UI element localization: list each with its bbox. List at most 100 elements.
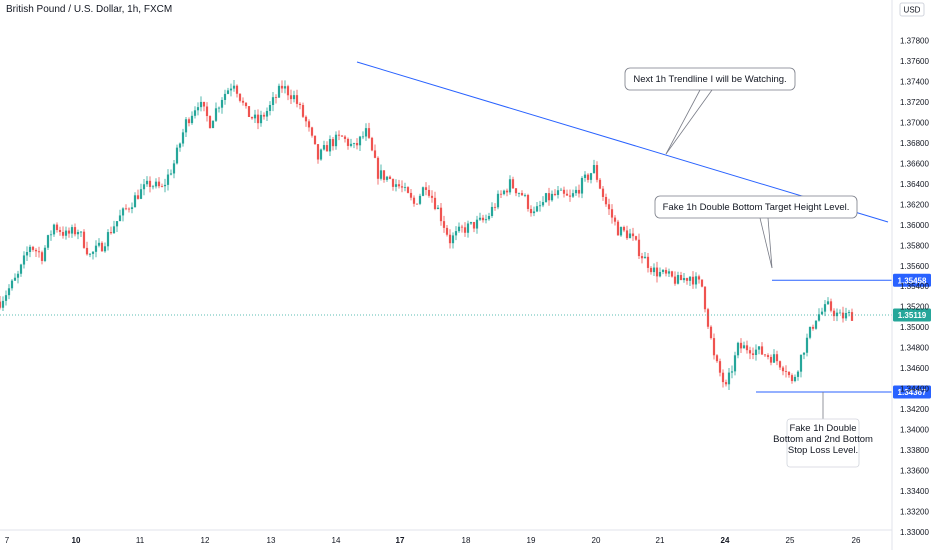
- candle: [541, 196, 545, 208]
- candle-body: [793, 376, 797, 382]
- candle: [805, 333, 809, 357]
- candle: [49, 230, 53, 241]
- candle-body: [541, 202, 545, 206]
- x-tick-label: 19: [527, 536, 536, 545]
- candle: [70, 224, 74, 238]
- candle: [199, 96, 203, 112]
- candle-body: [763, 354, 767, 356]
- candle: [250, 116, 254, 120]
- candle-body: [664, 269, 668, 274]
- candle: [472, 221, 476, 233]
- candle-body: [559, 189, 563, 191]
- candle-body: [64, 230, 68, 236]
- candle: [463, 222, 467, 237]
- candle-body: [685, 278, 689, 281]
- candle-body: [670, 271, 674, 277]
- candle: [73, 223, 77, 237]
- candle: [793, 374, 797, 383]
- candle: [328, 135, 332, 157]
- candle: [526, 193, 530, 212]
- candle: [679, 271, 683, 281]
- callout-pointer: [767, 217, 773, 269]
- candle: [385, 175, 389, 182]
- callout-text: Fake 1h Double Bottom Target Height Leve…: [663, 202, 850, 213]
- candle-body: [523, 195, 527, 196]
- chart-title: British Pound / U.S. Dollar, 1h, FXCM: [6, 4, 173, 15]
- candle-body: [544, 193, 548, 203]
- candle: [322, 140, 326, 151]
- candle-body: [709, 326, 713, 339]
- candle: [85, 241, 89, 256]
- candle: [595, 161, 599, 183]
- candle: [166, 169, 170, 191]
- candle: [601, 185, 605, 201]
- candle: [787, 371, 791, 378]
- candle-body: [202, 101, 206, 107]
- y-tick-label: 1.37200: [900, 98, 929, 107]
- candle: [244, 102, 248, 109]
- candle: [628, 228, 632, 239]
- candle-body: [796, 371, 800, 377]
- candle-body: [730, 371, 734, 373]
- candle: [16, 270, 20, 284]
- candle-body: [508, 179, 512, 193]
- candle-body: [352, 143, 356, 144]
- callout-pointer: [665, 89, 701, 155]
- candle-body: [520, 193, 524, 196]
- candle: [421, 186, 425, 197]
- candle-body: [772, 354, 776, 363]
- candle: [739, 338, 743, 353]
- candle-body: [244, 102, 248, 107]
- candle: [535, 202, 539, 213]
- candle: [382, 170, 386, 183]
- candle: [19, 263, 23, 277]
- candle: [427, 185, 431, 198]
- candle-body: [301, 105, 305, 117]
- y-tick-label: 1.35800: [900, 241, 929, 250]
- candle-body: [310, 127, 314, 136]
- candle-body: [193, 110, 197, 116]
- candle-body: [769, 356, 773, 363]
- candle-body: [241, 100, 245, 103]
- candle-body: [28, 246, 32, 253]
- candle-body: [604, 196, 608, 205]
- y-tick-label: 1.35400: [900, 282, 929, 291]
- candle-body: [73, 227, 77, 235]
- candle: [115, 221, 119, 232]
- currency-badge[interactable]: [899, 2, 925, 17]
- candle-body: [829, 301, 833, 311]
- candle: [616, 219, 620, 236]
- candle-body: [379, 170, 383, 179]
- x-tick-label: 14: [332, 536, 341, 545]
- candle: [631, 227, 635, 241]
- candle-body: [529, 208, 533, 214]
- candle-body: [58, 230, 62, 232]
- candle: [475, 215, 479, 234]
- x-tick-label: 12: [201, 536, 210, 545]
- candle: [7, 284, 11, 300]
- x-tick-label: 17: [396, 536, 405, 545]
- candle: [430, 190, 434, 203]
- candle: [208, 115, 212, 129]
- candle: [736, 341, 740, 359]
- candle-body: [634, 236, 638, 240]
- candle-body: [751, 353, 755, 355]
- candle: [334, 131, 338, 150]
- candle: [517, 192, 521, 198]
- candle-body: [52, 224, 56, 235]
- candle: [709, 325, 713, 340]
- candle-body: [550, 193, 554, 201]
- candle: [277, 83, 281, 99]
- candle-body: [733, 355, 737, 372]
- candle-body: [505, 190, 509, 193]
- candle-body: [694, 276, 698, 285]
- candle: [220, 97, 224, 114]
- candle: [784, 365, 788, 378]
- x-tick-label: 21: [656, 536, 665, 545]
- candle-body: [112, 226, 116, 234]
- candle: [667, 268, 671, 277]
- candle-body: [439, 207, 443, 222]
- candle-body: [697, 276, 701, 280]
- candle-body: [181, 132, 185, 144]
